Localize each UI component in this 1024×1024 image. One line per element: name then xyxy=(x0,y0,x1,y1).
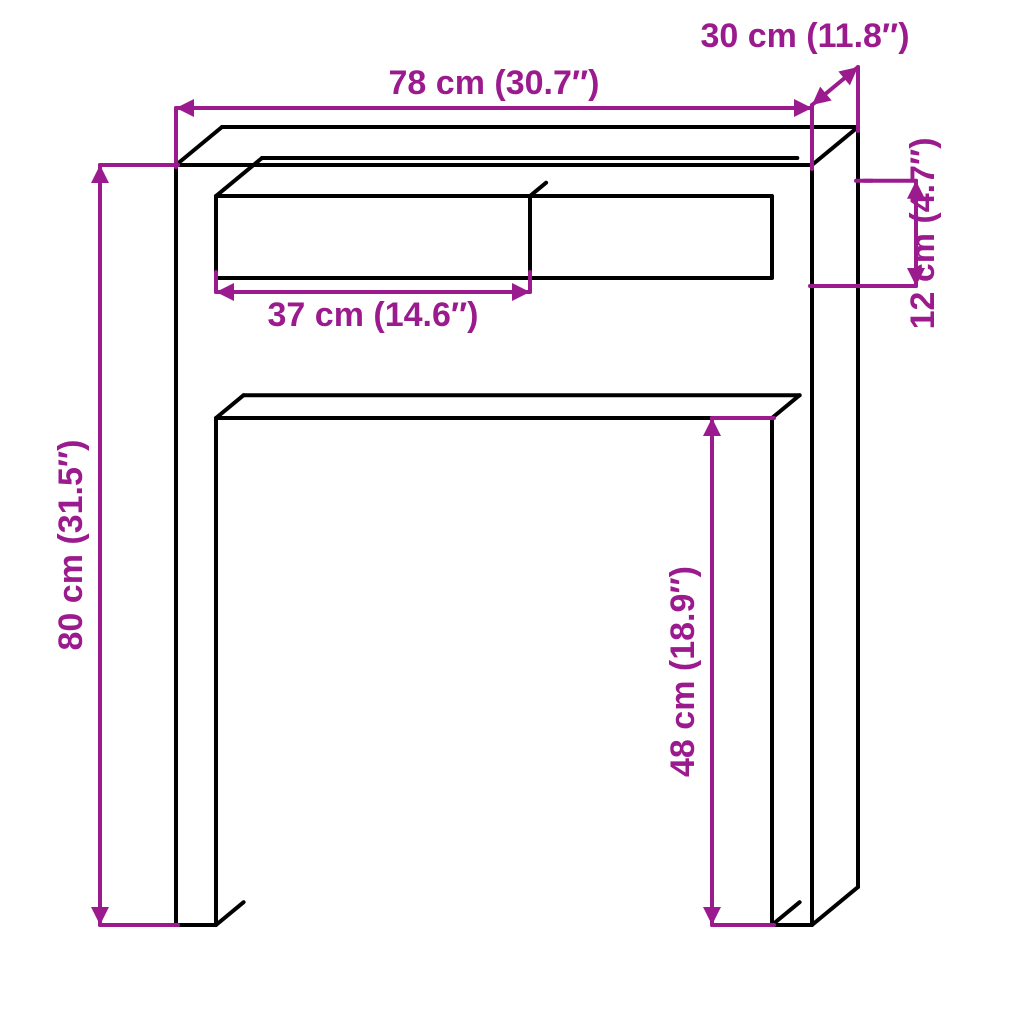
polygon-56 xyxy=(512,283,530,301)
polygon-39 xyxy=(91,165,109,183)
line-5 xyxy=(224,158,262,189)
line-13 xyxy=(216,902,244,925)
line-14 xyxy=(772,902,800,925)
line-3 xyxy=(812,127,858,165)
polygon-63 xyxy=(703,418,721,436)
line-15 xyxy=(772,395,800,418)
line-4 xyxy=(812,887,858,925)
path-1 xyxy=(222,127,858,887)
polygon-24 xyxy=(794,99,812,117)
rect-9 xyxy=(216,196,772,278)
g-7 xyxy=(176,165,812,925)
line-2 xyxy=(176,127,222,165)
text-41: 80 cm (31.5″) xyxy=(52,440,90,651)
furniture-dimension-drawing: 78 cm (30.7″) 30 cm (11.8″) 80 cm (31.5″) 1… xyxy=(0,0,1024,1024)
polygon-55 xyxy=(216,283,234,301)
polygon-40 xyxy=(91,907,109,925)
g-0 xyxy=(176,127,858,925)
polygon-64 xyxy=(703,907,721,925)
text-33: 30 cm (11.8″) xyxy=(700,17,909,55)
line-16 xyxy=(216,395,244,418)
text-65: 48 cm (18.9″) xyxy=(664,566,702,777)
text-49: 12 cm (4.7″) xyxy=(904,137,942,329)
polygon-23 xyxy=(176,99,194,117)
text-25: 78 cm (30.7″) xyxy=(389,64,600,102)
text-57: 37 cm (14.6″) xyxy=(268,296,479,334)
